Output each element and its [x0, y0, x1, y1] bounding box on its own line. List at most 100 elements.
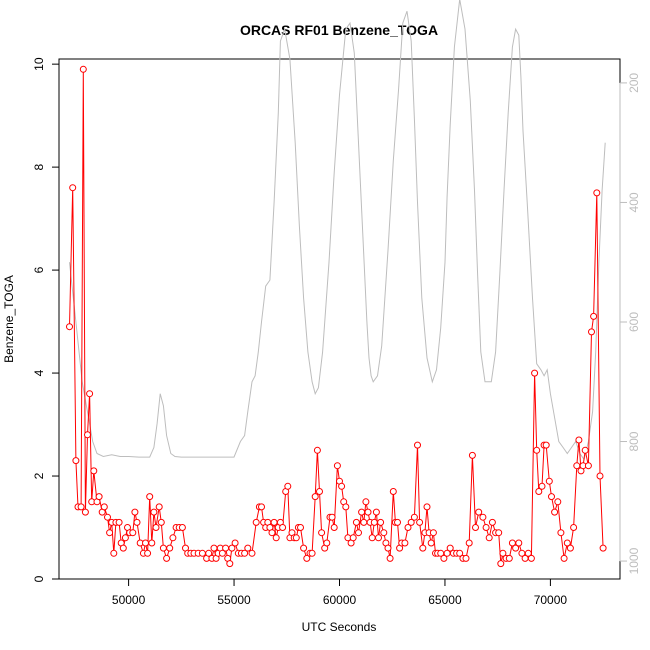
- benzene-data-point: [115, 518, 123, 526]
- benzene-data-point: [121, 534, 129, 542]
- benzene-data-point: [303, 554, 311, 562]
- benzene-data-point: [352, 518, 360, 526]
- benzene-data-point: [593, 189, 601, 197]
- benzene-data-point: [401, 539, 409, 547]
- benzene-data-point: [551, 508, 559, 516]
- benzene-data-point: [394, 518, 401, 526]
- benzene-data-point: [66, 323, 73, 331]
- benzene-data-point: [333, 462, 341, 470]
- x-tick-label: 55000: [217, 593, 251, 607]
- benzene-data-point: [531, 369, 539, 377]
- benzene-data-point: [129, 529, 137, 537]
- benzene-data-point: [360, 518, 368, 526]
- benzene-data-point: [372, 508, 380, 516]
- benzene-data-point: [279, 524, 287, 531]
- benzene-data-point: [318, 529, 326, 537]
- benzene-data-point: [535, 488, 543, 495]
- benzene-data-point: [248, 549, 256, 557]
- benzene-data-point: [512, 544, 520, 552]
- benzene-data-point: [163, 554, 171, 562]
- benzene-data-point: [210, 544, 218, 552]
- benzene-data-point: [588, 328, 595, 336]
- secondary-y-tick-label: 400: [627, 192, 641, 212]
- benzene-data-point: [268, 529, 276, 537]
- x-tick-label: 50000: [112, 593, 146, 607]
- series-layer: [66, 0, 607, 568]
- x-tick-label: 60000: [323, 593, 357, 607]
- benzene-data-point: [150, 508, 158, 516]
- benzene-data-point: [386, 554, 394, 562]
- benzene-data-point: [79, 65, 87, 73]
- benzene-data-point: [456, 549, 464, 557]
- y-tick-label: 2: [32, 472, 46, 479]
- y-tick-label: 4: [32, 369, 46, 376]
- benzene-data-point: [198, 549, 206, 557]
- benzene-data-point: [106, 529, 114, 537]
- benzene-data-point: [157, 518, 165, 526]
- benzene-data-point: [375, 534, 382, 542]
- benzene-data-point: [142, 539, 149, 547]
- benzene-data-point: [81, 508, 89, 516]
- benzene-data-point: [205, 549, 213, 557]
- benzene-data-point: [584, 462, 592, 470]
- benzene-data-point: [370, 518, 378, 526]
- benzene-data-point: [427, 539, 435, 547]
- benzene-data-point: [590, 312, 598, 320]
- benzene-data-point: [323, 539, 331, 547]
- y-tick-label: 8: [32, 163, 46, 170]
- benzene-data-point: [362, 498, 370, 506]
- benzene-data-point: [495, 529, 503, 537]
- x-tick-label: 65000: [428, 593, 462, 607]
- benzene-data-point: [581, 446, 589, 454]
- x-tick-label: 70000: [534, 593, 568, 607]
- benzene-data-point: [599, 544, 607, 552]
- benzene-data-point: [545, 477, 553, 485]
- benzene-data-point: [272, 534, 280, 542]
- benzene-data-point: [380, 529, 388, 537]
- benzene-data-point: [95, 493, 103, 501]
- benzene-data-point: [497, 560, 505, 568]
- benzene-data-point: [178, 524, 186, 531]
- secondary-series-line: [69, 0, 606, 461]
- benzene-data-point: [389, 488, 397, 495]
- benzene-data-point: [133, 518, 141, 526]
- benzene-data-point: [244, 544, 252, 552]
- benzene-data-point: [313, 446, 321, 454]
- secondary-y-tick-label: 1000: [627, 547, 641, 574]
- benzene-data-point: [475, 508, 483, 516]
- benzene-data-point: [77, 503, 85, 511]
- benzene-data-point: [166, 544, 174, 552]
- benzene-data-point: [338, 482, 346, 490]
- benzene-data-point: [342, 503, 350, 511]
- secondary-y-tick-label: 200: [627, 73, 641, 93]
- benzene-data-point: [330, 524, 338, 531]
- benzene-data-point: [566, 544, 574, 552]
- benzene-data-point: [479, 513, 487, 521]
- benzene-data-point: [355, 529, 362, 537]
- benzene-data-point: [499, 549, 507, 557]
- benzene-data-point: [169, 534, 177, 542]
- benzene-data-point: [440, 554, 448, 562]
- benzene-data-point: [560, 554, 568, 562]
- x-axis-label: UTC Seconds: [302, 620, 377, 634]
- benzene-data-point: [407, 518, 415, 526]
- benzene-data-point: [284, 482, 292, 490]
- benzene-data-point: [358, 508, 366, 516]
- benzene-data-point: [404, 524, 412, 531]
- benzene-data-point: [468, 451, 476, 459]
- secondary-y-tick-label: 800: [627, 431, 641, 451]
- benzene-data-point: [542, 441, 550, 449]
- benzene-data-point: [419, 544, 427, 552]
- benzene-data-point: [222, 544, 230, 552]
- benzene-data-point: [349, 534, 357, 542]
- benzene-data-point: [300, 544, 308, 552]
- benzene-data-point: [538, 482, 546, 490]
- benzene-data-point: [423, 503, 431, 511]
- benzene-data-point: [241, 549, 249, 557]
- y-axis: 0 2 4 6 8 10: [32, 57, 59, 582]
- benzene-data-point: [86, 390, 94, 398]
- benzene-data-point: [119, 544, 127, 552]
- benzene-data-point: [554, 498, 562, 506]
- secondary-y-axis: 200 400 600 800 1000: [619, 73, 641, 574]
- y-axis-label: Benzene_TOGA: [2, 275, 16, 363]
